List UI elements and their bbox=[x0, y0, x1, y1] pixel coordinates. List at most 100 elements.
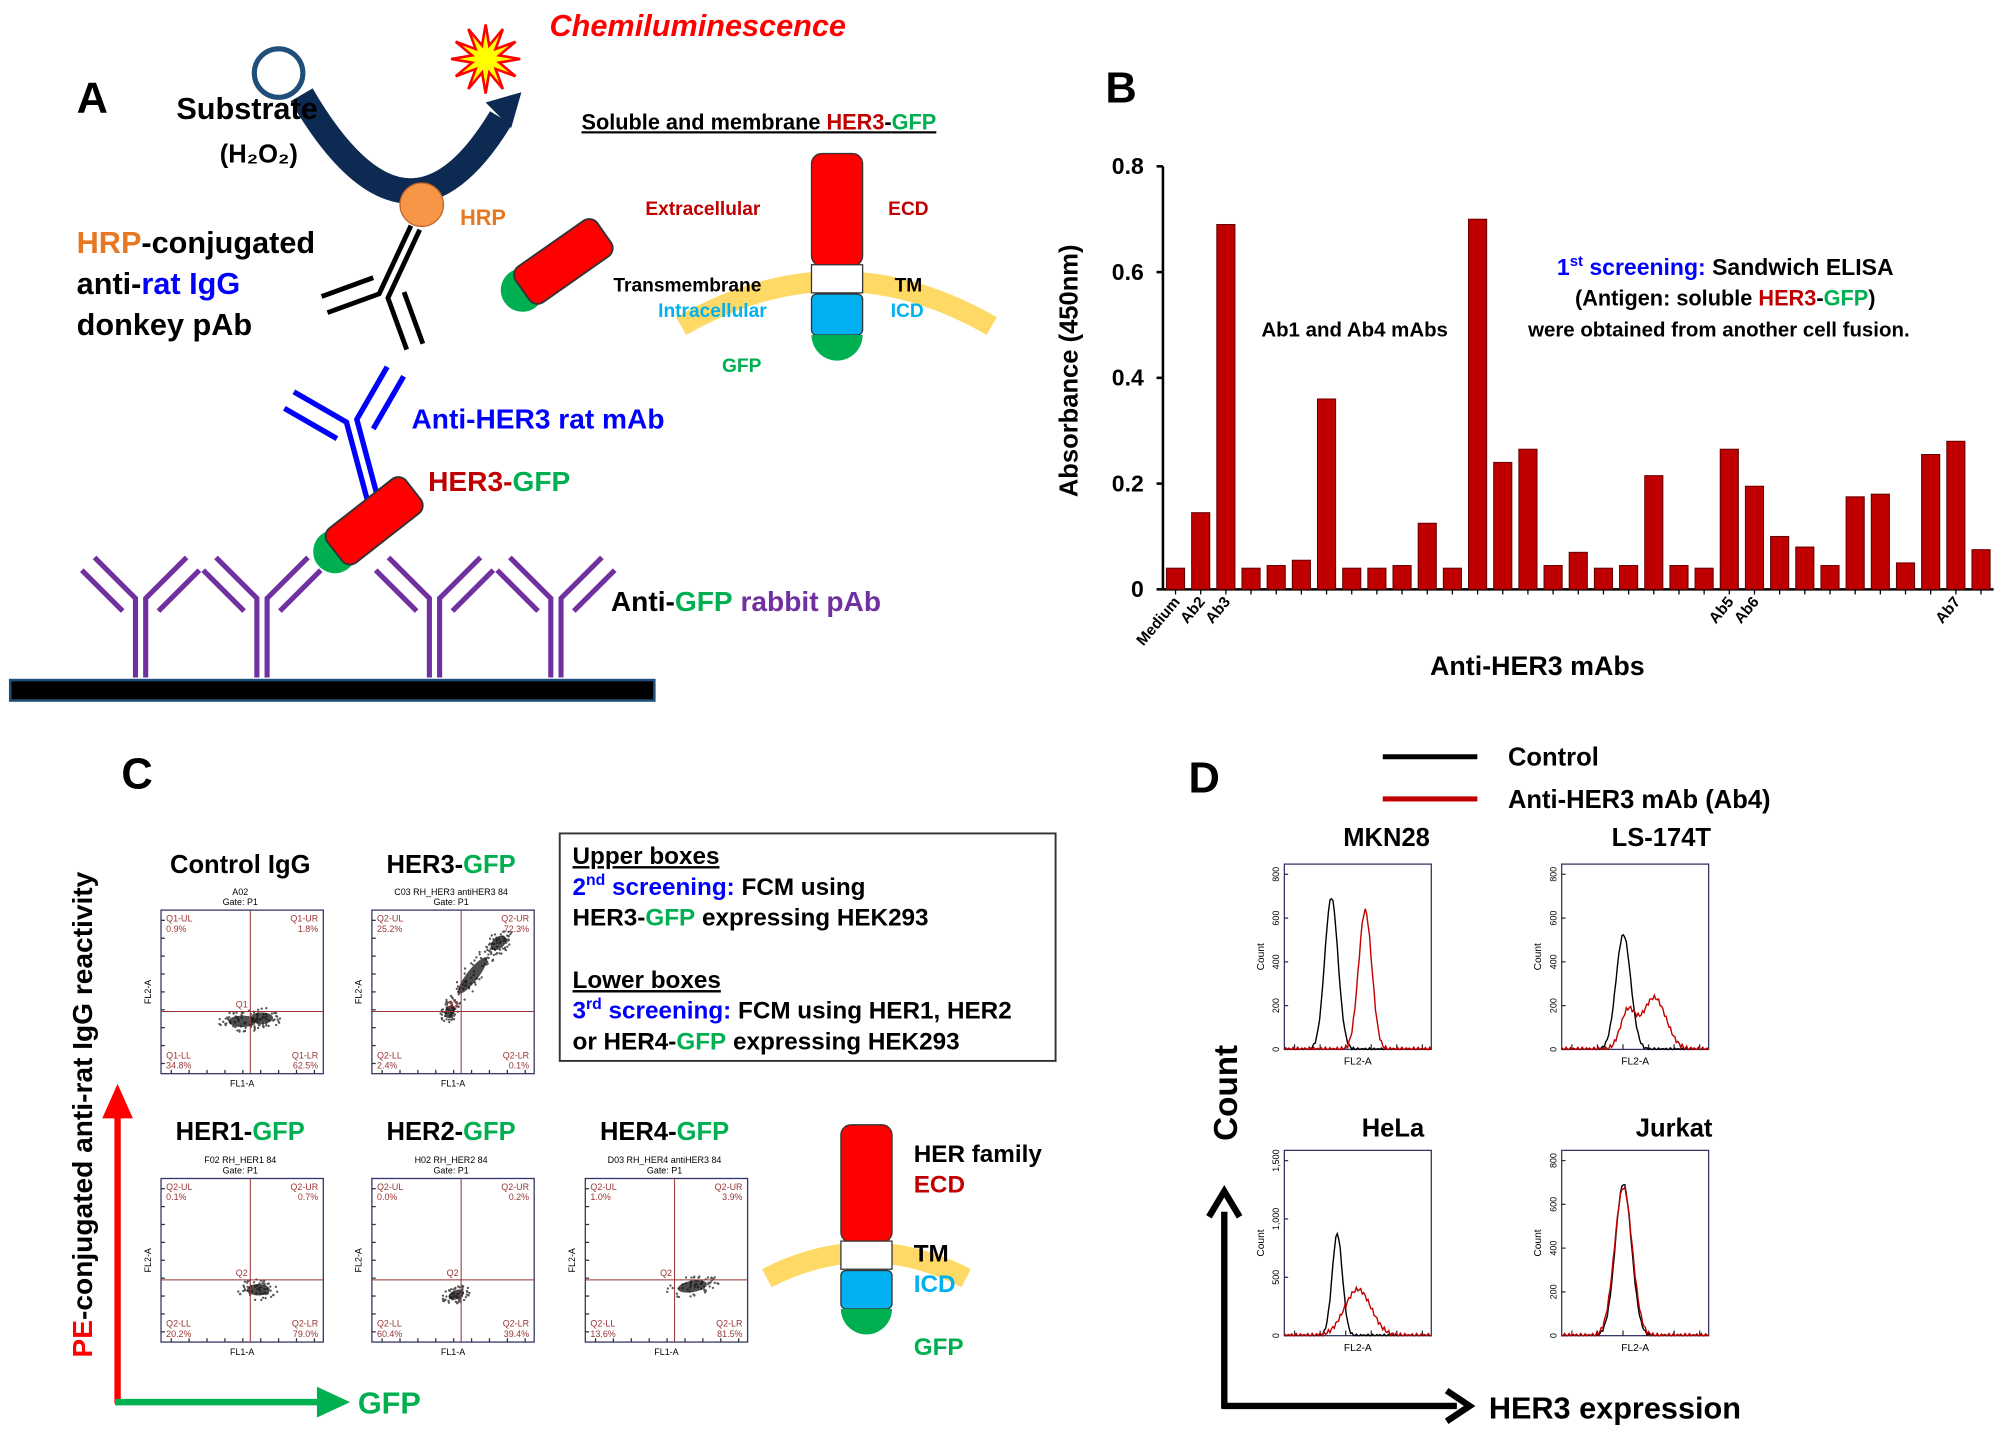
x-arrowhead bbox=[1444, 1387, 1476, 1424]
text-part: Control IgG bbox=[170, 851, 310, 879]
quadrant-percent: 20.2% bbox=[166, 1329, 191, 1339]
y-axis-label: Count bbox=[1256, 1229, 1267, 1256]
text-part: Q2 bbox=[447, 1268, 459, 1278]
text-part: Q2-UL bbox=[377, 914, 403, 924]
event-dot bbox=[690, 1276, 693, 1279]
plot-title: Control IgG bbox=[170, 851, 310, 879]
text-part: 25.2% bbox=[377, 924, 402, 934]
text-part: donkey pAb bbox=[77, 308, 252, 342]
x-axis-label: FL1-A bbox=[441, 1078, 465, 1088]
event-cloud bbox=[448, 1289, 464, 1300]
text-part: Q2-LL bbox=[377, 1050, 402, 1060]
text-part: Q2-LL bbox=[166, 1319, 191, 1329]
event-dot bbox=[487, 953, 490, 956]
event-dot bbox=[444, 1003, 447, 1006]
text-part: 0.6 bbox=[1112, 259, 1144, 285]
y-tick-label: 1,000 bbox=[1271, 1208, 1281, 1230]
text-part: HER4- bbox=[600, 1118, 677, 1146]
event-dot bbox=[242, 1289, 245, 1293]
label: Anti-GFP rabbit pAb bbox=[611, 586, 881, 617]
event-cloud bbox=[247, 1283, 270, 1296]
quadrant-percent: 13.6% bbox=[590, 1329, 615, 1339]
event-dot bbox=[451, 1016, 454, 1020]
event-dot bbox=[466, 1286, 470, 1290]
y-tick-label: 1,500 bbox=[1271, 1149, 1281, 1171]
text-part: A02 bbox=[232, 887, 248, 897]
bar bbox=[1291, 559, 1311, 590]
quadrant-percent: 0.0% bbox=[377, 1192, 397, 1202]
plot-frame bbox=[1283, 1149, 1432, 1337]
text-part: 800 bbox=[1549, 1153, 1559, 1168]
event-dot bbox=[455, 1002, 459, 1005]
quadrant-percent: 25.2% bbox=[377, 924, 402, 934]
panel-label: C bbox=[121, 751, 152, 799]
text-part: Q2-LL bbox=[377, 1319, 402, 1329]
event-dot bbox=[499, 933, 502, 936]
event-dot bbox=[666, 1287, 670, 1290]
event-dot bbox=[496, 951, 499, 955]
event-cloud bbox=[490, 935, 507, 951]
text-part: FL2-A bbox=[567, 1248, 577, 1272]
bar bbox=[1694, 567, 1714, 590]
bar bbox=[1216, 223, 1236, 590]
event-dot bbox=[246, 1016, 249, 1020]
text-part: 0 bbox=[1271, 1333, 1281, 1338]
event-dot bbox=[465, 1293, 468, 1296]
text-part: FL2-A bbox=[1344, 1343, 1372, 1354]
event-dot bbox=[456, 1285, 460, 1288]
bar bbox=[1367, 567, 1387, 590]
y-tick-label: 0.4 bbox=[1112, 365, 1144, 391]
plot-gate: Gate: P1 bbox=[647, 1165, 682, 1175]
panel-a-shapes bbox=[8, 46, 997, 702]
plot-frame bbox=[1561, 1149, 1710, 1337]
event-dot bbox=[218, 1022, 221, 1026]
event-dot bbox=[448, 1020, 451, 1024]
x-tick-label: Ab5 bbox=[1706, 593, 1738, 626]
bar bbox=[1392, 565, 1412, 590]
event-dot bbox=[463, 972, 466, 975]
y-axis-label: FL2-A bbox=[143, 1248, 153, 1272]
event-dot bbox=[453, 999, 457, 1002]
text-part: Q2-LR bbox=[292, 1319, 319, 1329]
event-dot bbox=[693, 1275, 696, 1278]
event-dot bbox=[445, 1018, 448, 1021]
label: 2nd screening: FCM using bbox=[573, 872, 866, 901]
y-tick-label: 0.6 bbox=[1112, 259, 1144, 285]
text-part: Absorbance (450nm) bbox=[1055, 244, 1083, 497]
event-dot bbox=[273, 1011, 276, 1015]
plot-frame bbox=[160, 909, 324, 1075]
text-part: 1 bbox=[1557, 254, 1570, 280]
event-dot bbox=[457, 1005, 460, 1008]
event-dot bbox=[709, 1281, 712, 1284]
event-dot bbox=[239, 1019, 243, 1022]
text-part: Ab5 bbox=[1706, 593, 1738, 626]
y-axis-label: FL2-A bbox=[567, 1248, 577, 1272]
x-arrowhead bbox=[316, 1386, 351, 1418]
event-dot bbox=[447, 1299, 450, 1302]
text-part: 0.0% bbox=[377, 1192, 397, 1202]
text-part: 0.9% bbox=[166, 924, 186, 934]
plot-gate: Gate: P1 bbox=[223, 897, 258, 907]
text-part: 1,500 bbox=[1271, 1149, 1281, 1171]
event-dot bbox=[252, 1281, 256, 1284]
label: HRP bbox=[460, 205, 506, 230]
event-dot bbox=[475, 956, 478, 959]
event-dot bbox=[263, 1282, 266, 1285]
quadrant-name: Q2-LL bbox=[166, 1319, 191, 1329]
text-part: 0.1% bbox=[166, 1192, 186, 1202]
text-part: 34.8% bbox=[166, 1061, 191, 1071]
event-dot bbox=[243, 1019, 246, 1022]
bar bbox=[1593, 567, 1614, 590]
text-part: Count bbox=[1256, 1229, 1267, 1256]
plot-frame bbox=[160, 1177, 324, 1343]
text-part: Gate: P1 bbox=[647, 1165, 682, 1175]
text-part: 0 bbox=[1271, 1047, 1281, 1052]
text-part: Anti- bbox=[611, 586, 675, 617]
text-part: 81.5% bbox=[717, 1329, 742, 1339]
text-part: GFP bbox=[645, 904, 695, 931]
label: GFP bbox=[914, 1334, 964, 1361]
text-part: Q2-UL bbox=[166, 1182, 192, 1192]
event-dot bbox=[711, 1286, 715, 1290]
label: anti-rat IgG bbox=[77, 267, 241, 301]
